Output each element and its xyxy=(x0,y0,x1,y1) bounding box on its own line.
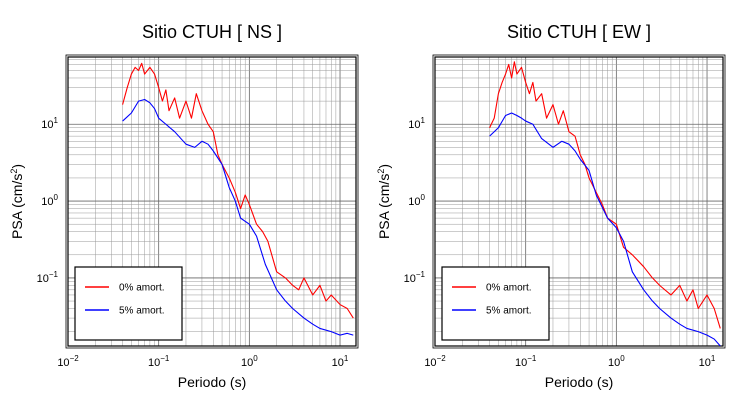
series-line-undamped xyxy=(122,62,354,319)
series-line-damped xyxy=(489,112,721,346)
x-tick-exponent: 1 xyxy=(344,354,349,363)
x-tick-base: 10 xyxy=(148,357,160,369)
x-axis-label: Periodo (s) xyxy=(178,374,246,390)
x-tick-label: 10−2 xyxy=(57,354,79,369)
x-tick-exponent: 0 xyxy=(253,354,258,363)
plot-frame-outer xyxy=(65,54,359,349)
y-axis-label-superscript: 2 xyxy=(9,169,19,174)
x-tick-label: 10−1 xyxy=(148,354,170,369)
x-tick-label: 101 xyxy=(332,354,349,369)
y-tick-exponent: 0 xyxy=(421,193,426,202)
y-axis-label-superscript: 2 xyxy=(376,169,386,174)
series-line-undamped xyxy=(489,61,721,329)
x-tick-exponent: 1 xyxy=(711,354,716,363)
y-tick-label: 101 xyxy=(41,116,58,131)
legend-box xyxy=(441,266,550,341)
y-tick-base: 10 xyxy=(41,119,53,131)
x-tick-label: 10−2 xyxy=(424,354,446,369)
legend-label: 0% amort. xyxy=(119,283,165,294)
legend-label: 0% amort. xyxy=(486,283,532,294)
y-tick-label: 10−1 xyxy=(404,270,426,285)
x-tick-exponent: −2 xyxy=(70,354,80,363)
y-tick-base: 10 xyxy=(41,196,53,208)
y-axis-label-main: PSA (cm/s xyxy=(376,174,392,239)
y-tick-exponent: −1 xyxy=(49,270,59,279)
y-tick-base: 10 xyxy=(37,273,49,285)
x-tick-base: 10 xyxy=(241,357,253,369)
grid xyxy=(67,57,356,346)
y-axis-label: PSA (cm/s2) xyxy=(9,164,25,239)
y-tick-label: 101 xyxy=(408,116,425,131)
y-tick-base: 10 xyxy=(408,196,420,208)
y-tick-base: 10 xyxy=(408,119,420,131)
x-tick-base: 10 xyxy=(332,357,344,369)
y-tick-label: 100 xyxy=(41,193,58,208)
x-tick-label: 10−1 xyxy=(515,354,537,369)
x-tick-base: 10 xyxy=(57,357,69,369)
y-tick-exponent: 1 xyxy=(421,116,426,125)
chart-title: Sitio CTUH [ NS ] xyxy=(142,22,282,42)
x-tick-base: 10 xyxy=(515,357,527,369)
x-tick-label: 101 xyxy=(699,354,716,369)
y-axis-label-main: PSA (cm/s xyxy=(9,174,25,239)
x-tick-base: 10 xyxy=(424,357,436,369)
x-tick-label: 100 xyxy=(241,354,258,369)
x-tick-base: 10 xyxy=(608,357,620,369)
y-tick-exponent: −1 xyxy=(416,270,426,279)
y-tick-base: 10 xyxy=(404,273,416,285)
x-tick-base: 10 xyxy=(699,357,711,369)
y-tick-exponent: 1 xyxy=(54,116,59,125)
legend: 0% amort. 5% amort. xyxy=(441,266,550,341)
chart-title: Sitio CTUH [ EW ] xyxy=(507,22,651,42)
series-line-damped xyxy=(122,98,354,336)
x-tick-label: 100 xyxy=(608,354,625,369)
y-tick-exponent: 0 xyxy=(54,193,59,202)
y-tick-label: 10−1 xyxy=(37,270,59,285)
legend-box xyxy=(74,266,183,341)
y-axis-label-tail: ) xyxy=(376,164,392,169)
x-tick-exponent: 0 xyxy=(620,354,625,363)
legend-label: 5% amort. xyxy=(486,306,532,317)
legend: 0% amort. 5% amort. xyxy=(74,266,183,341)
plot-frame xyxy=(434,56,724,347)
x-tick-exponent: −2 xyxy=(437,354,447,363)
plot-frame xyxy=(67,56,357,347)
plot-frame-outer xyxy=(432,54,726,349)
y-axis-label-tail: ) xyxy=(9,164,25,169)
y-axis-label: PSA (cm/s2) xyxy=(376,164,392,239)
x-axis-label: Periodo (s) xyxy=(545,374,613,390)
y-tick-label: 100 xyxy=(408,193,425,208)
legend-label: 5% amort. xyxy=(119,306,165,317)
x-tick-exponent: −1 xyxy=(527,354,537,363)
x-tick-exponent: −1 xyxy=(160,354,170,363)
